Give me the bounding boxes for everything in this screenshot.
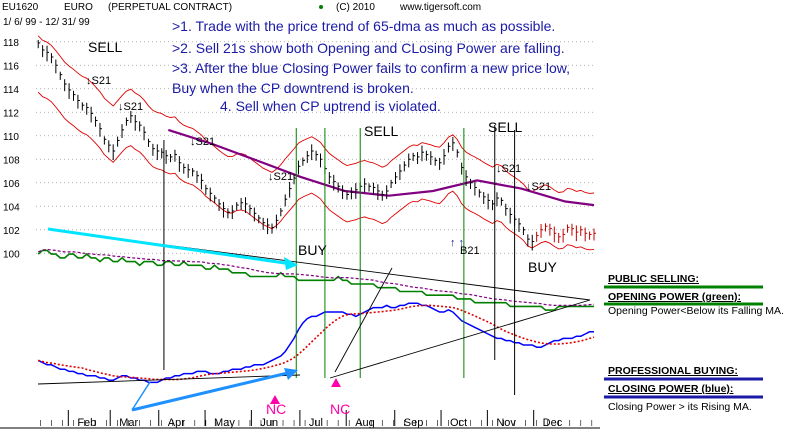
opening-power-label: OPENING POWER (green): xyxy=(608,291,742,303)
y-axis: 100 102 104 106 108 110 112 114 116 118 xyxy=(3,38,20,261)
upper-band xyxy=(37,35,595,194)
buy-signal-label: BUY xyxy=(298,242,327,258)
blue-arrow-line xyxy=(131,370,293,412)
public-selling-label: PUBLIC SELLING: xyxy=(608,273,699,285)
opening-power-path xyxy=(37,249,594,311)
blue-arrow-head xyxy=(284,368,298,380)
ma65-line xyxy=(167,128,595,207)
closing-power-line xyxy=(37,302,595,384)
month-label: Feb xyxy=(77,417,96,429)
month-label: May xyxy=(214,417,235,429)
opening-power-line xyxy=(37,248,595,311)
y-tick-label: 108 xyxy=(3,155,20,166)
sell-signal-label: SELL xyxy=(364,123,398,139)
symbol-label: EU1620 xyxy=(2,2,39,13)
y-tick-label: 106 xyxy=(3,179,20,190)
note-1: >1. Trade with the price trend of 65-dma… xyxy=(172,18,556,34)
chart-grid xyxy=(36,41,594,254)
nc-arrow xyxy=(270,395,280,404)
month-label: Sep xyxy=(404,417,424,429)
nc-label: NC xyxy=(266,401,286,417)
opening-power-desc: Opening Power<Below its Falling MA. xyxy=(608,305,784,317)
site-label: www.tigersoft.com xyxy=(400,2,482,13)
cp-uptrend-line xyxy=(329,299,591,379)
note-2: >2. Sell 21s show both Opening and CLosi… xyxy=(172,40,565,56)
y-tick-label: 104 xyxy=(3,202,20,213)
header-dot xyxy=(319,5,323,9)
month-label: Aug xyxy=(355,417,375,429)
s21-label: ↓S21 xyxy=(526,181,551,193)
lower-band xyxy=(37,91,595,251)
professional-buying-label: PROFESSIONAL BUYING: xyxy=(608,365,738,377)
cyan-arrow-line xyxy=(47,227,293,266)
y-tick-label: 114 xyxy=(3,85,19,96)
y-tick-label: 102 xyxy=(3,226,20,237)
month-label: Jun xyxy=(260,417,278,429)
b21-label: B21 xyxy=(460,245,480,257)
month-label: Apr xyxy=(168,417,185,429)
instrument-name: EURO xyxy=(64,2,93,13)
note-3b: Buy when the CP downtrend is broken. xyxy=(172,80,414,96)
s21-label: ↓S21 xyxy=(118,101,143,113)
y-tick-label: 118 xyxy=(3,38,19,49)
closing-power-ma xyxy=(38,304,595,381)
month-label: Nov xyxy=(496,417,516,429)
sell-signal-label: SELL xyxy=(88,39,122,55)
nc-label: NC xyxy=(330,401,350,417)
y-tick-label: 116 xyxy=(3,61,19,72)
s21-label: ↓S21 xyxy=(268,171,293,183)
y-tick-label: 112 xyxy=(3,108,19,119)
closing-power-path xyxy=(37,302,594,384)
cp-breakout-line xyxy=(334,267,393,373)
date-range: 1/ 6/ 99 - 12/ 31/ 99 xyxy=(3,17,90,28)
contract-label: (PERPETUAL CONTRACT) xyxy=(108,2,233,13)
price-bands xyxy=(37,35,595,251)
buy-signal-label: BUY xyxy=(528,259,557,275)
month-label: Dec xyxy=(543,417,563,429)
sell-signal-label: SELL xyxy=(488,119,522,135)
note-4: 4. Sell when CP uptrend is violated. xyxy=(220,98,441,114)
note-3: >3. After the blue Closing Power fails t… xyxy=(172,60,571,76)
s21-label: ↓S21 xyxy=(86,75,111,87)
b21-arrows: ↑ ↑ xyxy=(450,237,464,249)
s21-label: ↓S21 xyxy=(190,136,215,148)
month-label: Oct xyxy=(450,417,467,429)
copyright-label: (C) 2010 xyxy=(336,2,375,13)
cp-trend-line xyxy=(37,374,301,385)
s21-label: ↓S21 xyxy=(496,163,521,175)
closing-power-label: CLOSING POWER (blue): xyxy=(608,383,734,395)
ma65-path xyxy=(167,128,595,207)
y-tick-label: 100 xyxy=(3,249,20,260)
x-axis: Feb Mar Apr May Jun Jul Aug Sep Oct Nov Dec xyxy=(0,410,600,429)
cyan-arrow-head xyxy=(284,257,298,270)
y-tick-label: 110 xyxy=(3,132,19,143)
closing-power-desc: Closing Power > its Rising MA. xyxy=(608,401,752,413)
blue-arrow-tail xyxy=(131,381,151,411)
nc-arrow xyxy=(331,378,341,387)
opening-power-ma xyxy=(37,248,595,306)
